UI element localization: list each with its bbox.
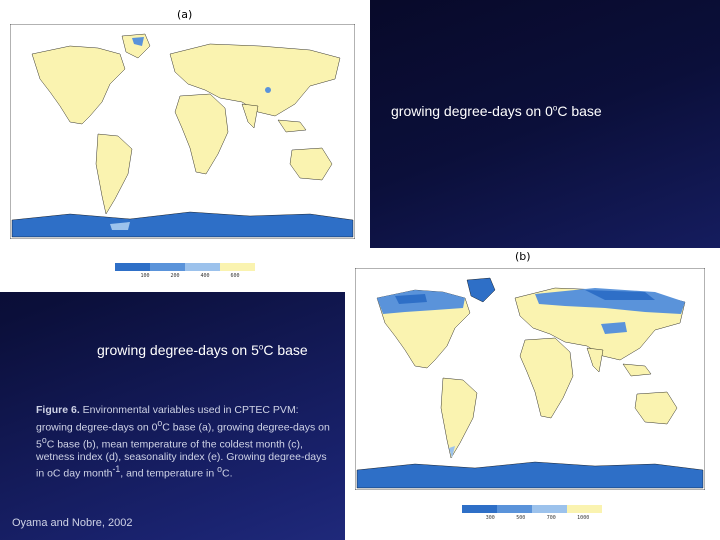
legend-a bbox=[115, 263, 255, 271]
figure-caption-line3: C base (b), mean temperature of the cold… bbox=[36, 438, 327, 480]
caption-a-sup: o bbox=[552, 103, 558, 113]
figure-caption-line2: C base (a), growing degree-days on 5 bbox=[36, 421, 330, 450]
legend-a-tick: 100 bbox=[140, 273, 150, 279]
figure-caption-sup2: o bbox=[41, 434, 47, 445]
caption-a-text: growing degree-days on 0 bbox=[391, 103, 553, 119]
legend-a-tick: 600 bbox=[230, 273, 240, 279]
legend-b-ticks: 300 500 700 1000 bbox=[475, 515, 600, 521]
figure-caption-sup3: -1 bbox=[112, 464, 121, 474]
caption-panel-a: growing degree-days on 0oC base bbox=[391, 103, 602, 119]
world-map-a bbox=[10, 24, 355, 239]
figure-caption-line5: C. bbox=[222, 467, 233, 480]
caption-b-suffix: C base bbox=[263, 342, 308, 358]
legend-a-tick: 400 bbox=[200, 273, 210, 279]
caption-a-suffix: C base bbox=[557, 103, 602, 119]
legend-b-tick: 700 bbox=[546, 515, 556, 521]
citation: Oyama and Nobre, 2002 bbox=[12, 517, 133, 529]
world-map-b bbox=[355, 268, 705, 490]
panel-a-label: (a) bbox=[177, 8, 193, 21]
caption-panel-b: growing degree-days on 5oC base bbox=[97, 342, 308, 358]
legend-a-tick: 200 bbox=[170, 273, 180, 279]
figure-caption-line4: , and temperature in bbox=[120, 467, 218, 480]
legend-b-tick: 1000 bbox=[577, 515, 590, 521]
legend-b bbox=[462, 505, 602, 513]
figure-caption-sup1: o bbox=[157, 417, 163, 428]
legend-b-tick: 300 bbox=[485, 515, 495, 521]
figure-caption: Figure 6. Environmental variables used i… bbox=[36, 404, 336, 480]
caption-b-text: growing degree-days on 5 bbox=[97, 342, 259, 358]
legend-b-tick: 500 bbox=[516, 515, 526, 521]
figure-caption-line1: Environmental variables used in CPTEC PV… bbox=[36, 404, 299, 433]
map-panel-b: (b) bbox=[345, 248, 720, 540]
map-panel-a: (a) bbox=[0, 0, 370, 292]
figure-caption-sup4: o bbox=[217, 464, 223, 474]
panel-b-label: (b) bbox=[515, 250, 531, 263]
legend-a-ticks: 100 200 400 600 bbox=[130, 273, 250, 279]
figure-caption-label: Figure 6. bbox=[36, 404, 80, 416]
caption-b-sup: o bbox=[258, 342, 264, 352]
